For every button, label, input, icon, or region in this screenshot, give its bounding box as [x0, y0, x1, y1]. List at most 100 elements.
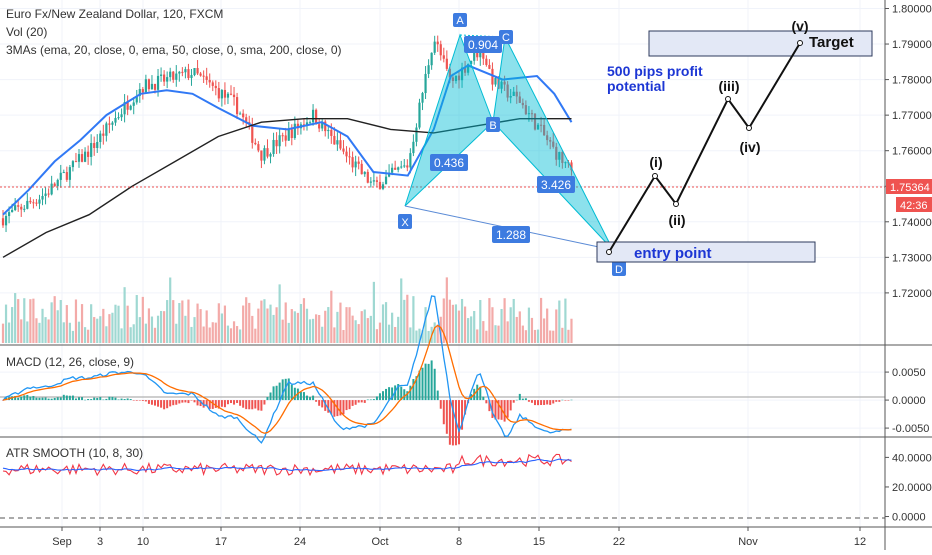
candle-body [333, 135, 336, 145]
macd-hist-bar [248, 400, 251, 410]
candle-body [384, 176, 388, 185]
volume-bar [245, 297, 248, 343]
candle-body [102, 133, 105, 136]
price-axis-label: 1.73000 [892, 252, 932, 264]
candle-body [266, 148, 269, 157]
time-axis-label: 3 [97, 536, 103, 548]
candle-body [558, 152, 561, 160]
ratio-label-1288: 1.288 [492, 226, 530, 243]
candle-body [108, 123, 111, 125]
macd-hist-bar [327, 400, 330, 413]
macd-hist-bar [494, 400, 497, 420]
macd-hist-bar [448, 400, 451, 445]
macd-hist-bar [281, 379, 284, 401]
candle-body [512, 91, 515, 96]
macd-axis[interactable]: 0.0050 0.0000 -0.0050 [885, 367, 929, 435]
candle-body [436, 41, 439, 45]
macd-hist-bar [123, 399, 126, 401]
macd-legend: MACD (12, 26, close, 9) [6, 355, 135, 369]
time-axis-label: 24 [294, 536, 306, 548]
volume-bar [83, 327, 87, 343]
volume-bar [184, 315, 187, 343]
candle-body [448, 68, 451, 78]
volume-bar [242, 305, 245, 343]
candle-body [147, 79, 151, 90]
macd-hist-bar [451, 400, 454, 446]
candle-body [93, 143, 96, 148]
candle-body [311, 109, 315, 123]
candle-body [169, 71, 172, 78]
volume-bar [570, 318, 573, 343]
macd-hist-bar [181, 400, 184, 403]
candle-body [156, 75, 160, 90]
macd-hist-bar [272, 386, 275, 401]
candle-body [375, 180, 379, 182]
macd-hist-bar [366, 399, 369, 401]
macd-hist-bar [114, 397, 117, 401]
volume-bar [400, 278, 403, 343]
ratio-0904-text: 0.904 [468, 38, 498, 52]
candle-body [476, 51, 479, 58]
volume-bar [281, 319, 284, 343]
time-axis-label: Oct [371, 536, 388, 548]
volume-bar [327, 307, 330, 343]
candle-body [391, 167, 394, 173]
candle-body [342, 148, 345, 152]
candle-body [129, 105, 132, 110]
candle-body [96, 142, 99, 148]
macd-hist-bar [570, 399, 573, 401]
candle-body [11, 210, 14, 213]
macd-hist-bar [202, 400, 205, 408]
macd-hist-bar [540, 400, 543, 405]
macd-hist-bar [537, 400, 540, 406]
macd-hist-bar [68, 395, 71, 401]
candle-body [488, 64, 491, 69]
volume-bar [260, 300, 263, 343]
candle-body [99, 133, 102, 143]
time-axis[interactable]: Sep 3 10 17 24 Oct 8 15 22 Nov 12 [52, 527, 866, 548]
ratio-1288-text: 1.288 [496, 228, 526, 242]
candle-body [217, 88, 220, 99]
volume-bar [351, 315, 354, 343]
candle-body [360, 163, 363, 175]
volume-bar [333, 327, 336, 343]
candle-body [451, 77, 455, 82]
macd-hist-bar [318, 400, 321, 406]
macd-hist-bar [29, 396, 32, 401]
candle-body [239, 113, 242, 115]
volume-bar [473, 310, 476, 343]
candle-body [229, 93, 233, 95]
candle-body [53, 183, 56, 187]
macd-hist-bar [506, 400, 509, 418]
candle-body [424, 73, 427, 94]
volume-bar [175, 323, 178, 343]
volume-bar [44, 317, 47, 343]
price-axis[interactable]: 1.800001.790001.780001.770001.760001.750… [885, 3, 932, 300]
wave-label-iv: (iv) [740, 139, 761, 155]
candle-body [403, 165, 406, 167]
atr-axis-label: 0.0000 [892, 512, 926, 524]
macd-hist-bar [169, 400, 172, 407]
atr-axis[interactable]: 40.0000 20.0000 0.0000 [885, 452, 932, 524]
volume-bar [169, 277, 172, 343]
volume-bar [439, 316, 442, 343]
volume-bar [488, 298, 491, 343]
volume-bar [418, 328, 421, 343]
macd-hist-bar [236, 400, 239, 403]
volume-bar [50, 302, 53, 343]
entry-point-box[interactable] [596, 241, 816, 263]
volume-bar [558, 300, 561, 343]
macd-hist-bar [150, 400, 153, 405]
macd-hist-bar [418, 370, 421, 401]
volume-bar [421, 330, 424, 343]
macd-hist-bar [263, 400, 266, 405]
volume-bar [448, 299, 451, 343]
volume-bar [467, 318, 470, 343]
volume-legend: Vol (20) [6, 25, 48, 39]
macd-hist-bar [53, 397, 56, 401]
ema20-line [2, 64, 573, 216]
target-box[interactable] [648, 30, 873, 57]
candle-body [135, 95, 138, 103]
volume-bar [90, 304, 93, 343]
